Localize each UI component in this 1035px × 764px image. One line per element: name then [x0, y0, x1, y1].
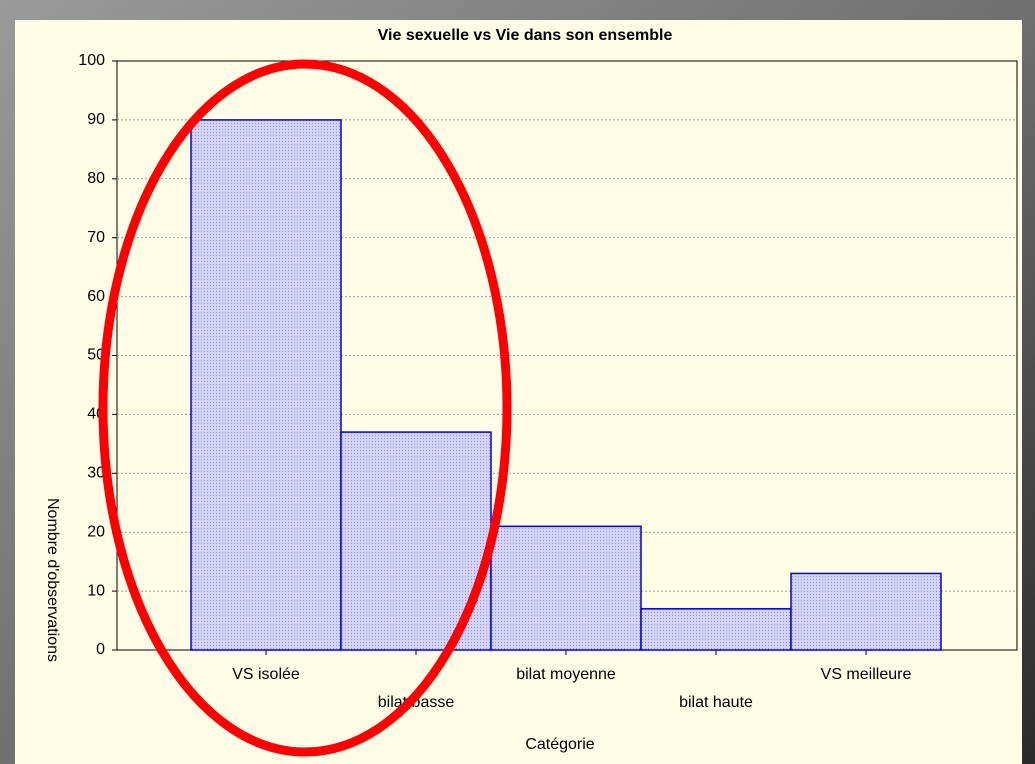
y-tick-label: 70	[87, 229, 105, 246]
y-axis-label: Nombre d'observations	[44, 498, 61, 662]
x-tick-label: bilat moyenne	[516, 666, 616, 683]
y-tick-label: 30	[87, 465, 105, 482]
x-tick-label: bilat haute	[679, 694, 753, 711]
y-tick-label: 60	[87, 288, 105, 305]
x-tick-label: VS meilleure	[821, 666, 912, 683]
y-tick-label: 10	[87, 582, 105, 599]
x-axis-label: Catégorie	[525, 736, 594, 753]
y-tick-label: 0	[96, 641, 105, 658]
y-tick-label: 80	[87, 170, 105, 187]
bar	[640, 608, 792, 651]
x-tick-label: VS isolée	[232, 666, 300, 683]
chart-title: Vie sexuelle vs Vie dans son ensemble	[378, 27, 673, 44]
y-tick-label: 100	[78, 52, 105, 69]
bar	[790, 572, 942, 651]
bar	[190, 119, 342, 651]
highlight-ellipse	[98, 59, 512, 757]
y-tick-label: 20	[87, 523, 105, 540]
bar	[490, 525, 642, 651]
y-tick-label: 90	[87, 111, 105, 128]
x-tick-label: bilat basse	[378, 694, 455, 711]
